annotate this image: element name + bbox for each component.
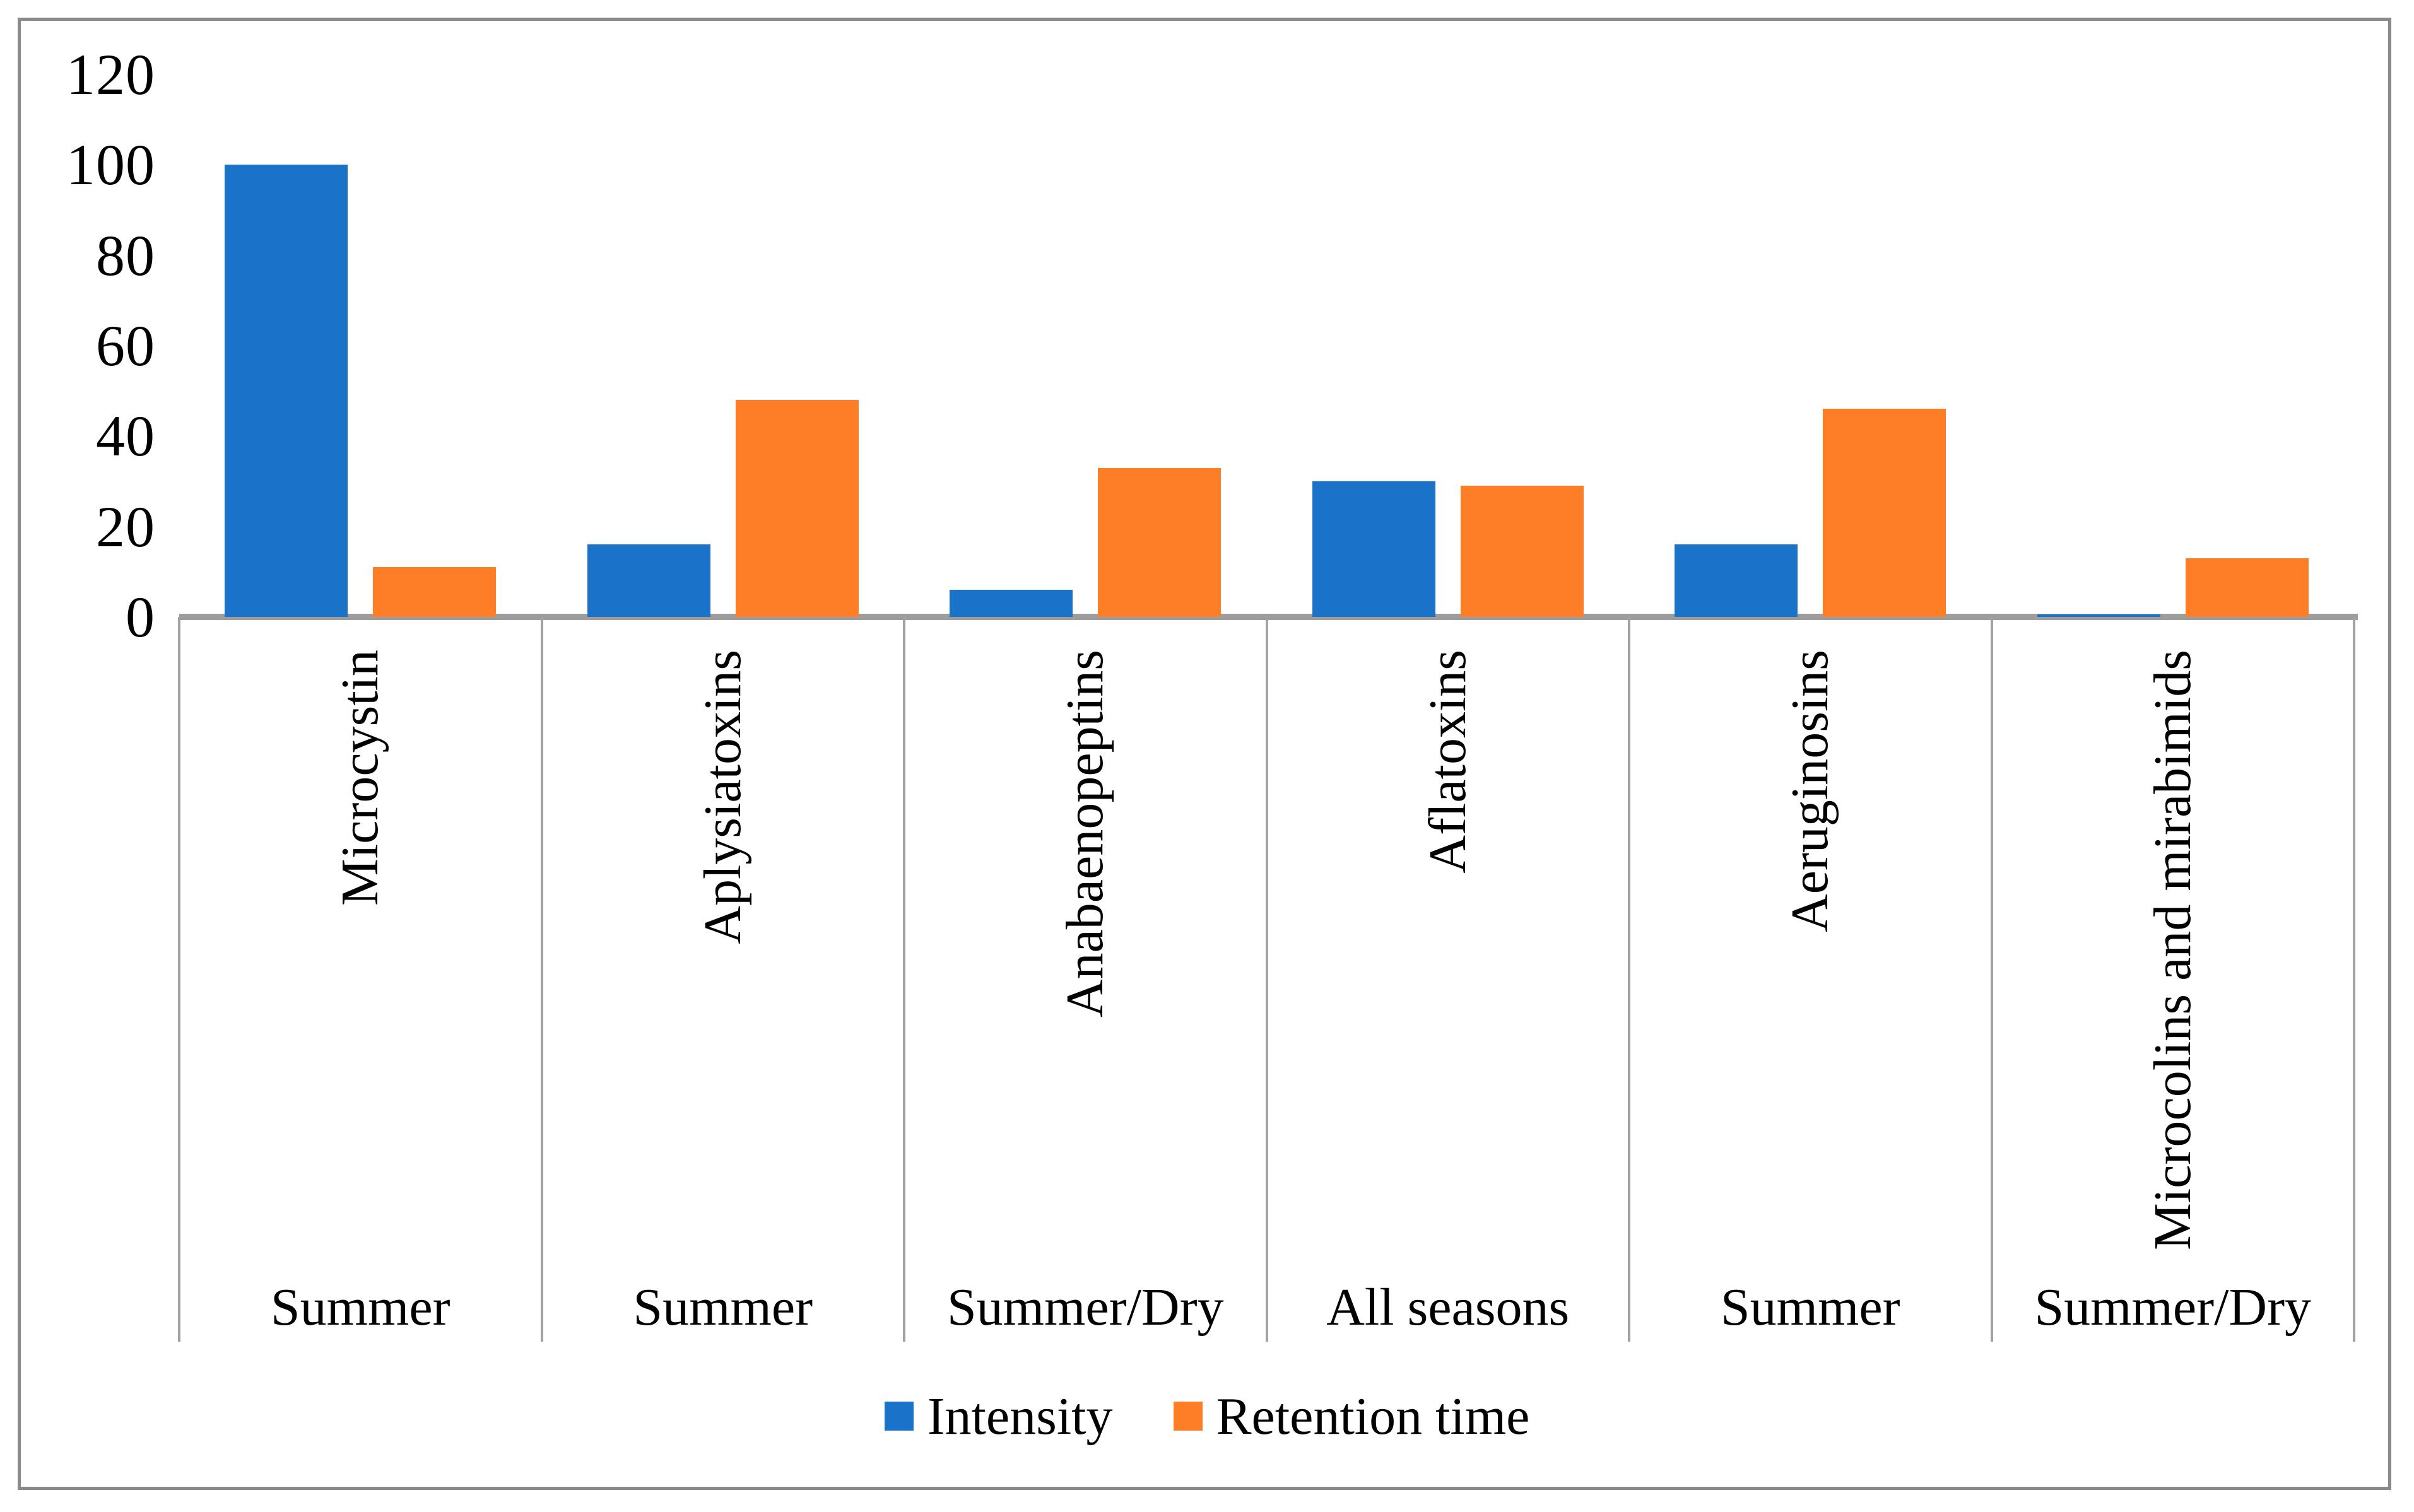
- category-divider: [2353, 617, 2355, 1342]
- bar-retention-2: [735, 400, 859, 617]
- category-label: Aplysiatoxins: [693, 650, 752, 944]
- category-label: Aflatoxins: [1418, 650, 1477, 874]
- y-tick-label-80: 80: [96, 223, 155, 288]
- category-divider: [903, 617, 905, 1342]
- legend-item-retention-time: Retention time: [1173, 1386, 1530, 1447]
- category-label: Microcystin: [331, 650, 390, 906]
- bar-intensity-6: [2037, 614, 2160, 617]
- bar-intensity-1: [225, 165, 348, 617]
- category-label: Anabaenopeptins: [1056, 650, 1115, 1018]
- category-divider: [1628, 617, 1630, 1342]
- season-label: Summer/Dry: [946, 1277, 1224, 1337]
- bar-retention-6: [2185, 558, 2309, 617]
- x-axis-line: [179, 614, 2358, 620]
- category-divider: [1990, 617, 1993, 1342]
- season-label: Summer: [633, 1277, 813, 1337]
- category-label-box: Microcystin: [179, 650, 542, 1329]
- category-label-box: Aplysiatoxins: [542, 650, 905, 1329]
- category-label-box: Aflatoxins: [1267, 650, 1630, 1329]
- y-tick-label-20: 20: [96, 494, 155, 559]
- season-label: All seasons: [1326, 1277, 1570, 1337]
- y-tick-label-60: 60: [96, 314, 155, 378]
- y-tick-label-100: 100: [66, 132, 155, 197]
- bar-retention-3: [1098, 467, 1222, 617]
- season-label: Summer/Dry: [2034, 1277, 2312, 1337]
- category-label-box: Anabaenopeptins: [904, 650, 1267, 1329]
- legend-label-intensity: Intensity: [927, 1386, 1113, 1446]
- season-label: Summer: [270, 1277, 450, 1337]
- y-tick-label-0: 0: [126, 585, 155, 649]
- bar-retention-5: [1823, 409, 1946, 617]
- bar-retention-4: [1460, 486, 1584, 617]
- figure-border: [18, 18, 2391, 1490]
- bar-intensity-5: [1675, 544, 1798, 617]
- bar-intensity-2: [587, 544, 710, 617]
- category-divider: [540, 617, 543, 1342]
- legend-label-retention-time: Retention time: [1216, 1386, 1530, 1446]
- category-label-box: Microcolins and mirabimids: [1992, 650, 2355, 1329]
- bar-retention-1: [373, 567, 497, 617]
- category-divider: [178, 617, 180, 1342]
- bar-intensity-4: [1312, 481, 1435, 617]
- y-tick-label-40: 40: [96, 404, 155, 469]
- legend-swatch-intensity: [884, 1402, 914, 1431]
- category-divider: [1265, 617, 1268, 1342]
- bar-intensity-3: [950, 590, 1073, 617]
- season-label: Summer: [1720, 1277, 1900, 1337]
- y-tick-label-120: 120: [66, 42, 155, 107]
- legend-item-intensity: Intensity: [884, 1386, 1113, 1447]
- legend-swatch-retention-time: [1173, 1402, 1203, 1431]
- category-label-box: Aeruginosins: [1629, 650, 1992, 1329]
- category-label: Microcolins and mirabimids: [2143, 650, 2202, 1250]
- legend: Intensity Retention time: [0, 1378, 2414, 1454]
- category-label: Aeruginosins: [1781, 650, 1840, 932]
